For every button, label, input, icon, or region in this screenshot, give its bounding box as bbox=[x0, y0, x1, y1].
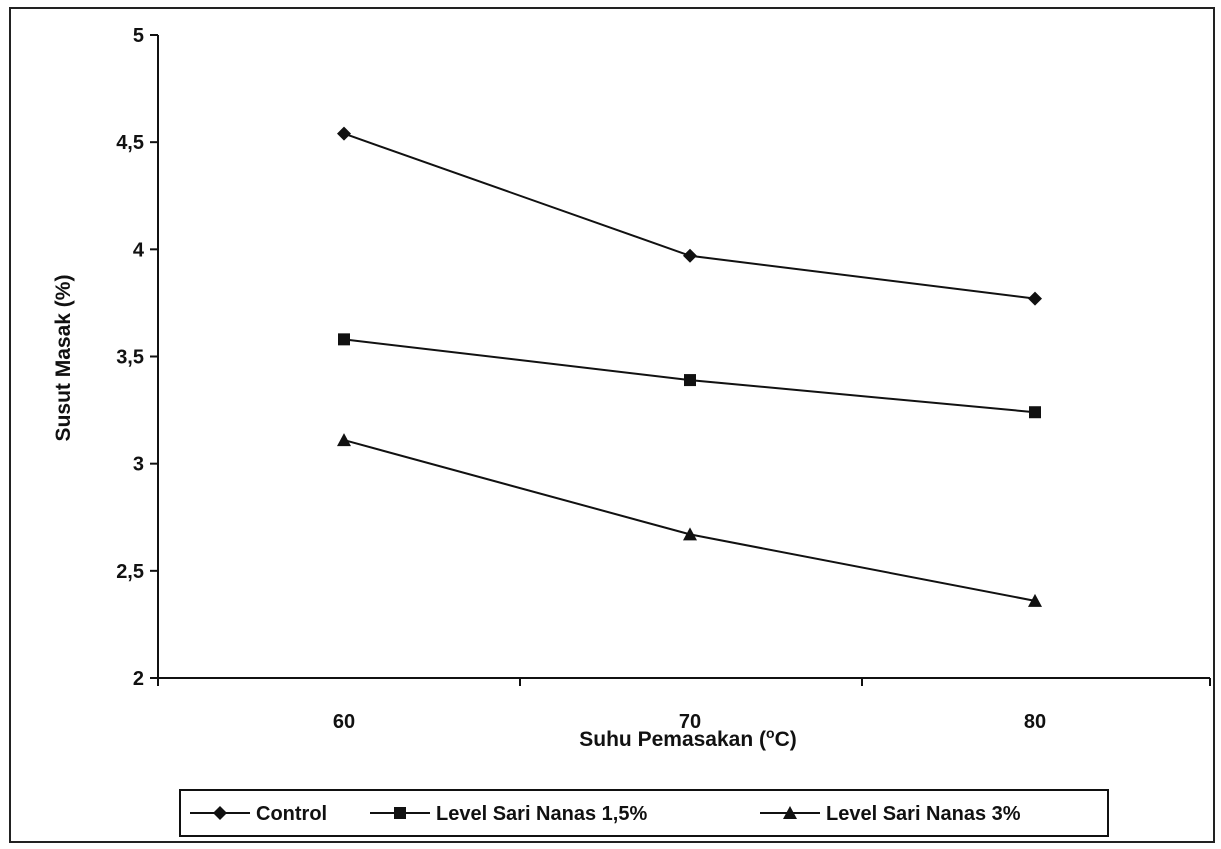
legend-item: Level Sari Nanas 3% bbox=[760, 803, 1021, 825]
series-1 bbox=[337, 126, 1042, 306]
data-point bbox=[338, 333, 350, 346]
data-point bbox=[1029, 406, 1041, 419]
y-tick-label: 5 bbox=[133, 25, 144, 47]
legend-label: Level Sari Nanas 3% bbox=[826, 803, 1021, 825]
x-tick-label: 60 bbox=[333, 711, 355, 733]
legend-marker bbox=[394, 807, 406, 819]
legend-item: Level Sari Nanas 1,5% bbox=[370, 803, 647, 825]
y-tick-label: 3 bbox=[133, 454, 144, 476]
legend: Control Level Sari Nanas 1,5% Level Sari N… bbox=[179, 789, 1109, 837]
series-3 bbox=[337, 433, 1042, 607]
y-tick-label: 2 bbox=[133, 668, 144, 690]
data-point bbox=[684, 374, 696, 387]
y-axis-title: Susut Masak (%) bbox=[52, 275, 75, 442]
data-point bbox=[683, 527, 697, 541]
chart-frame bbox=[9, 7, 1215, 843]
x-tick-label: 70 bbox=[679, 711, 701, 733]
data-point bbox=[1028, 291, 1042, 306]
data-point bbox=[1028, 593, 1042, 607]
legend-label: Level Sari Nanas 1,5% bbox=[436, 803, 647, 825]
data-point bbox=[337, 433, 351, 447]
y-axis-ticks: 2 2,5 3 3,5 4 4,5 5 bbox=[116, 25, 158, 690]
series-layer bbox=[337, 126, 1042, 607]
x-axis-title-unit: C) bbox=[775, 728, 797, 751]
legend-item: Control bbox=[190, 803, 327, 825]
y-tick-label: 4 bbox=[133, 239, 145, 261]
legend-items: Control Level Sari Nanas 1,5% Level Sari N… bbox=[190, 803, 1021, 825]
legend-label: Control bbox=[256, 803, 327, 825]
x-tick-label: 80 bbox=[1024, 711, 1046, 733]
data-point bbox=[337, 126, 351, 141]
series-2 bbox=[338, 333, 1041, 419]
legend-marker bbox=[213, 806, 227, 820]
y-tick-label: 3,5 bbox=[116, 347, 144, 369]
data-point bbox=[683, 248, 697, 263]
legend-marker bbox=[783, 806, 797, 819]
y-tick-label: 4,5 bbox=[116, 132, 144, 154]
y-tick-label: 2,5 bbox=[116, 561, 144, 583]
x-axis-title-text: Suhu Pemasakan ( bbox=[579, 728, 766, 751]
x-axis-ticks: 60 70 80 bbox=[157, 678, 1211, 733]
legend-box bbox=[179, 789, 1109, 837]
x-axis-title: Suhu Pemasakan (oC) bbox=[579, 725, 796, 751]
x-axis-title-superscript: o bbox=[766, 725, 775, 741]
